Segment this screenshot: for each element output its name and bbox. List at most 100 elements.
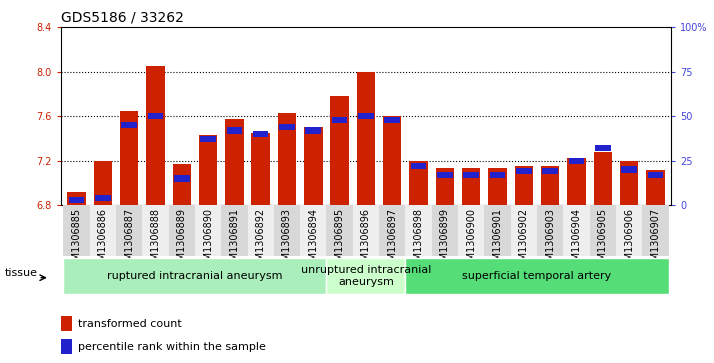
Bar (621, 166, 637, 173)
Bar (543, 168, 558, 174)
Bar (198, 135, 217, 205)
Text: superficial temporal artery: superficial temporal artery (463, 271, 612, 281)
Text: GSM1306898: GSM1306898 (413, 208, 423, 273)
Bar (146, 66, 165, 205)
Bar (326, 27, 353, 205)
Bar (383, 116, 401, 205)
Bar (515, 166, 533, 205)
Bar (251, 133, 270, 205)
Bar (406, 205, 432, 256)
Bar (567, 158, 585, 205)
Text: GSM1306899: GSM1306899 (440, 208, 450, 273)
Bar (61, 339, 71, 354)
Bar (406, 27, 432, 205)
Bar (379, 205, 406, 256)
Bar (94, 161, 112, 205)
Bar (121, 122, 137, 128)
Text: GSM1306893: GSM1306893 (282, 208, 292, 273)
Bar (537, 205, 563, 256)
Text: GSM1306885: GSM1306885 (71, 208, 81, 273)
Bar (353, 205, 379, 256)
Text: GSM1306904: GSM1306904 (571, 208, 581, 273)
Text: GDS5186 / 33262: GDS5186 / 33262 (61, 11, 183, 25)
Text: GSM1306889: GSM1306889 (177, 208, 187, 273)
Bar (279, 124, 295, 130)
Bar (274, 27, 300, 205)
Bar (646, 170, 665, 205)
Bar (411, 163, 426, 169)
Text: GSM1306901: GSM1306901 (493, 208, 503, 273)
Bar (511, 205, 537, 256)
Bar (484, 27, 511, 205)
Text: GSM1306892: GSM1306892 (256, 208, 266, 273)
Bar (620, 161, 638, 205)
Bar (616, 205, 642, 256)
Bar (516, 168, 532, 174)
Text: GSM1306897: GSM1306897 (387, 208, 397, 273)
Bar (120, 111, 139, 205)
Bar (357, 72, 375, 205)
Bar (642, 205, 668, 256)
Bar (200, 136, 216, 142)
Text: GSM1306888: GSM1306888 (151, 208, 161, 273)
Bar (432, 205, 458, 256)
Bar (488, 168, 507, 205)
Bar (463, 172, 479, 178)
Bar (379, 27, 406, 205)
Bar (595, 145, 610, 151)
Bar (384, 117, 400, 123)
FancyBboxPatch shape (406, 258, 668, 294)
Bar (642, 27, 668, 205)
Bar (306, 127, 321, 134)
Bar (174, 175, 189, 182)
Text: GSM1306896: GSM1306896 (361, 208, 371, 273)
Text: unruptured intracranial
aneurysm: unruptured intracranial aneurysm (301, 265, 431, 287)
Text: percentile rank within the sample: percentile rank within the sample (78, 342, 266, 352)
Bar (590, 205, 616, 256)
Text: ruptured intracranial aneurysm: ruptured intracranial aneurysm (107, 271, 283, 281)
Bar (326, 205, 353, 256)
Bar (61, 316, 71, 331)
Text: transformed count: transformed count (78, 319, 181, 329)
Text: GSM1306894: GSM1306894 (308, 208, 318, 273)
Bar (221, 27, 248, 205)
Text: GSM1306891: GSM1306891 (229, 208, 239, 273)
Bar (67, 192, 86, 205)
Bar (142, 205, 169, 256)
Bar (64, 27, 90, 205)
Bar (274, 205, 300, 256)
Bar (358, 113, 373, 119)
Text: GSM1306890: GSM1306890 (203, 208, 213, 273)
Bar (69, 197, 84, 203)
Bar (253, 131, 268, 137)
Bar (278, 113, 296, 205)
Bar (116, 27, 142, 205)
Text: GSM1306902: GSM1306902 (519, 208, 529, 273)
Bar (462, 168, 481, 205)
Bar (616, 27, 642, 205)
Text: GSM1306906: GSM1306906 (624, 208, 634, 273)
Bar (169, 27, 195, 205)
Text: GSM1306903: GSM1306903 (545, 208, 555, 273)
Bar (458, 205, 484, 256)
Bar (511, 27, 537, 205)
Bar (409, 161, 428, 205)
Bar (541, 166, 559, 205)
Bar (148, 113, 164, 119)
Bar (248, 27, 274, 205)
Bar (537, 27, 563, 205)
Bar (331, 96, 349, 205)
Bar (248, 205, 274, 256)
Text: GSM1306895: GSM1306895 (335, 208, 345, 273)
Text: GSM1306886: GSM1306886 (98, 208, 108, 273)
Bar (226, 127, 242, 134)
Bar (142, 27, 169, 205)
Bar (195, 27, 221, 205)
Bar (221, 205, 248, 256)
Bar (568, 158, 584, 164)
Bar (169, 205, 195, 256)
Bar (593, 152, 612, 205)
Bar (95, 195, 111, 201)
Bar (563, 205, 590, 256)
Bar (90, 27, 116, 205)
